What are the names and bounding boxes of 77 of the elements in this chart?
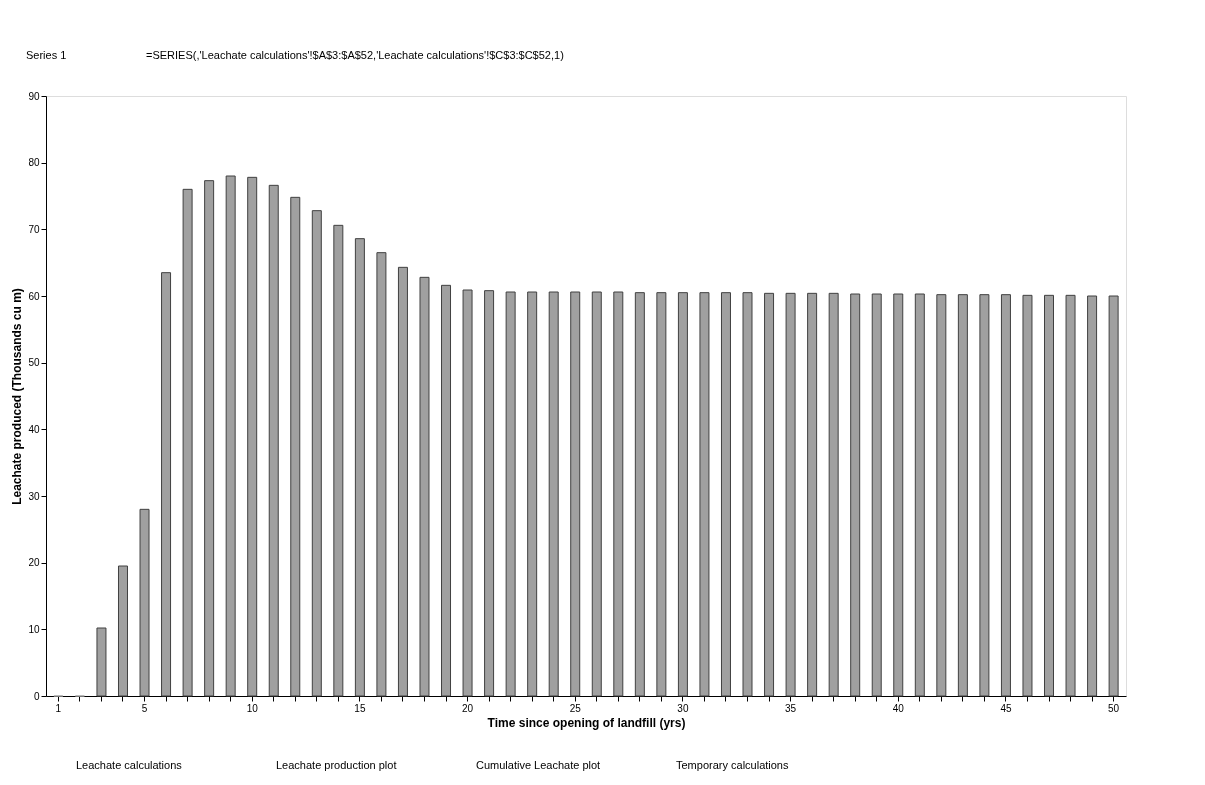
bar [462,289,473,697]
bar [914,293,925,697]
y-tick-label: 20 [28,557,40,569]
bar [419,276,430,697]
y-tick-label: 60 [28,290,40,302]
bar [311,210,322,697]
bar [871,293,882,697]
bar [376,252,387,697]
bar [1108,295,1119,697]
x-tick-label: 25 [569,702,582,714]
bar [850,293,861,697]
bar [613,291,624,697]
text: Cumulative Leachate plot [476,759,601,771]
bar [96,627,107,697]
bar [139,508,150,697]
x-tick-label: 50 [1108,702,1120,714]
bar [117,565,128,697]
x-tick-label: 35 [785,702,797,714]
bar [182,188,193,697]
bar [247,176,258,697]
y-tick-label: 50 [28,357,40,369]
y-axis-title: Leachate produced (Thousands cu m) [10,288,25,505]
bar [1065,294,1076,697]
text: Leachate calculations [76,759,183,771]
bar [634,292,645,697]
bar [225,175,236,697]
bar [591,291,602,697]
bar [570,291,581,697]
bar [893,293,904,697]
x-tick-label: 5 [141,702,148,714]
bar [527,291,538,697]
bar [1000,294,1011,697]
bar [936,294,947,697]
bar [333,224,344,697]
x-tick-label: 45 [1000,702,1012,714]
y-tick-label: 40 [28,423,40,435]
text: Temporary calculations [676,759,789,771]
bar [397,266,408,697]
bar [1087,295,1098,697]
bar [699,292,710,697]
bar [161,272,172,697]
bar [677,292,688,697]
x-axis-title: Time since opening of landfill (yrs) [487,715,686,730]
bar [1022,294,1033,697]
bar [807,292,818,697]
bar [484,290,495,697]
x-tick-label: 20 [461,702,474,714]
x-tick-label: 40 [892,702,905,714]
bar [354,238,365,697]
text: Series 1 [26,49,67,61]
bar [204,180,215,697]
text: Leachate production plot [276,759,397,771]
bar [290,196,301,697]
text: =SERIES(,'Leachate calculations'!$A$3:$A$52,'Leachate calculations'!$C$3:$C$52,1) [146,49,564,61]
y-tick-label: 30 [28,490,40,502]
bar [1044,294,1055,697]
x-tick-label: 1 [55,702,62,714]
bar [268,184,279,697]
x-tick-label: 10 [246,702,259,714]
bar [785,292,796,697]
bar [957,294,968,697]
bar [979,294,990,697]
bar [720,292,731,697]
y-tick-label: 10 [28,623,40,635]
bar [828,292,839,697]
y-tick-label: 90 [28,90,40,102]
bar [656,292,667,697]
x-tick-label: 30 [677,702,689,714]
bar [505,291,516,697]
y-tick-label: 0 [33,690,40,702]
y-tick-label: 80 [28,157,40,169]
bar [441,284,452,697]
bar [764,292,775,697]
y-tick-label: 70 [28,223,40,235]
x-tick-label: 15 [354,702,366,714]
bar [548,291,559,697]
bar [742,292,753,697]
